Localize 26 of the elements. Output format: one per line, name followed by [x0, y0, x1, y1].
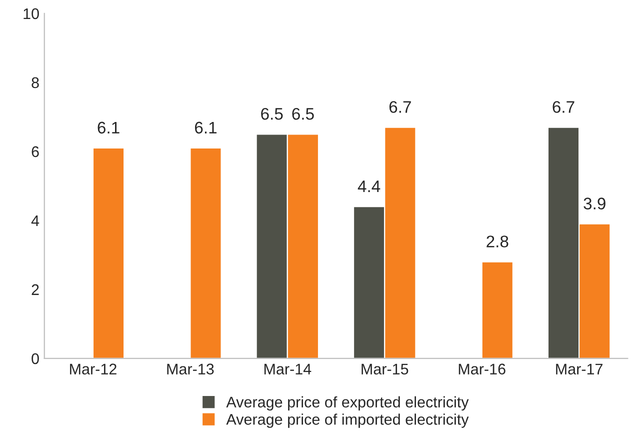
- y-tick-label: 10: [24, 8, 39, 20]
- y-tick-label: 4: [31, 215, 40, 226]
- bar: [481, 261, 514, 358]
- data-label: 4.4: [358, 180, 380, 192]
- y-tick-label: 8: [32, 77, 39, 88]
- data-label: 6.7: [389, 101, 411, 113]
- data-label: 6.1: [195, 122, 217, 134]
- data-label: 6.5: [261, 108, 283, 120]
- data-label: 6.1: [98, 122, 120, 134]
- y-tick-label: 6: [32, 146, 39, 158]
- y-tick-label: 2: [32, 284, 39, 295]
- x-tick-label: Mar-13: [167, 364, 214, 374]
- bar: [190, 147, 222, 358]
- x-tick-label: Mar-17: [556, 364, 602, 374]
- x-tick-label: Mar-15: [362, 364, 408, 374]
- legend-label: Average price of exported electricity: [226, 396, 469, 411]
- bar: [92, 147, 125, 358]
- data-label: 3.9: [584, 198, 606, 210]
- data-label: 2.8: [486, 236, 508, 248]
- y-tick-label: 0: [32, 353, 39, 364]
- data-label: 6.7: [552, 101, 574, 113]
- x-tick-label: Mar-12: [70, 364, 116, 374]
- legend-label: Average price of imported electricity: [226, 414, 469, 428]
- data-label: 6.5: [292, 108, 314, 120]
- x-tick-label: Mar-14: [264, 364, 312, 374]
- x-tick-label: Mar-16: [458, 364, 506, 374]
